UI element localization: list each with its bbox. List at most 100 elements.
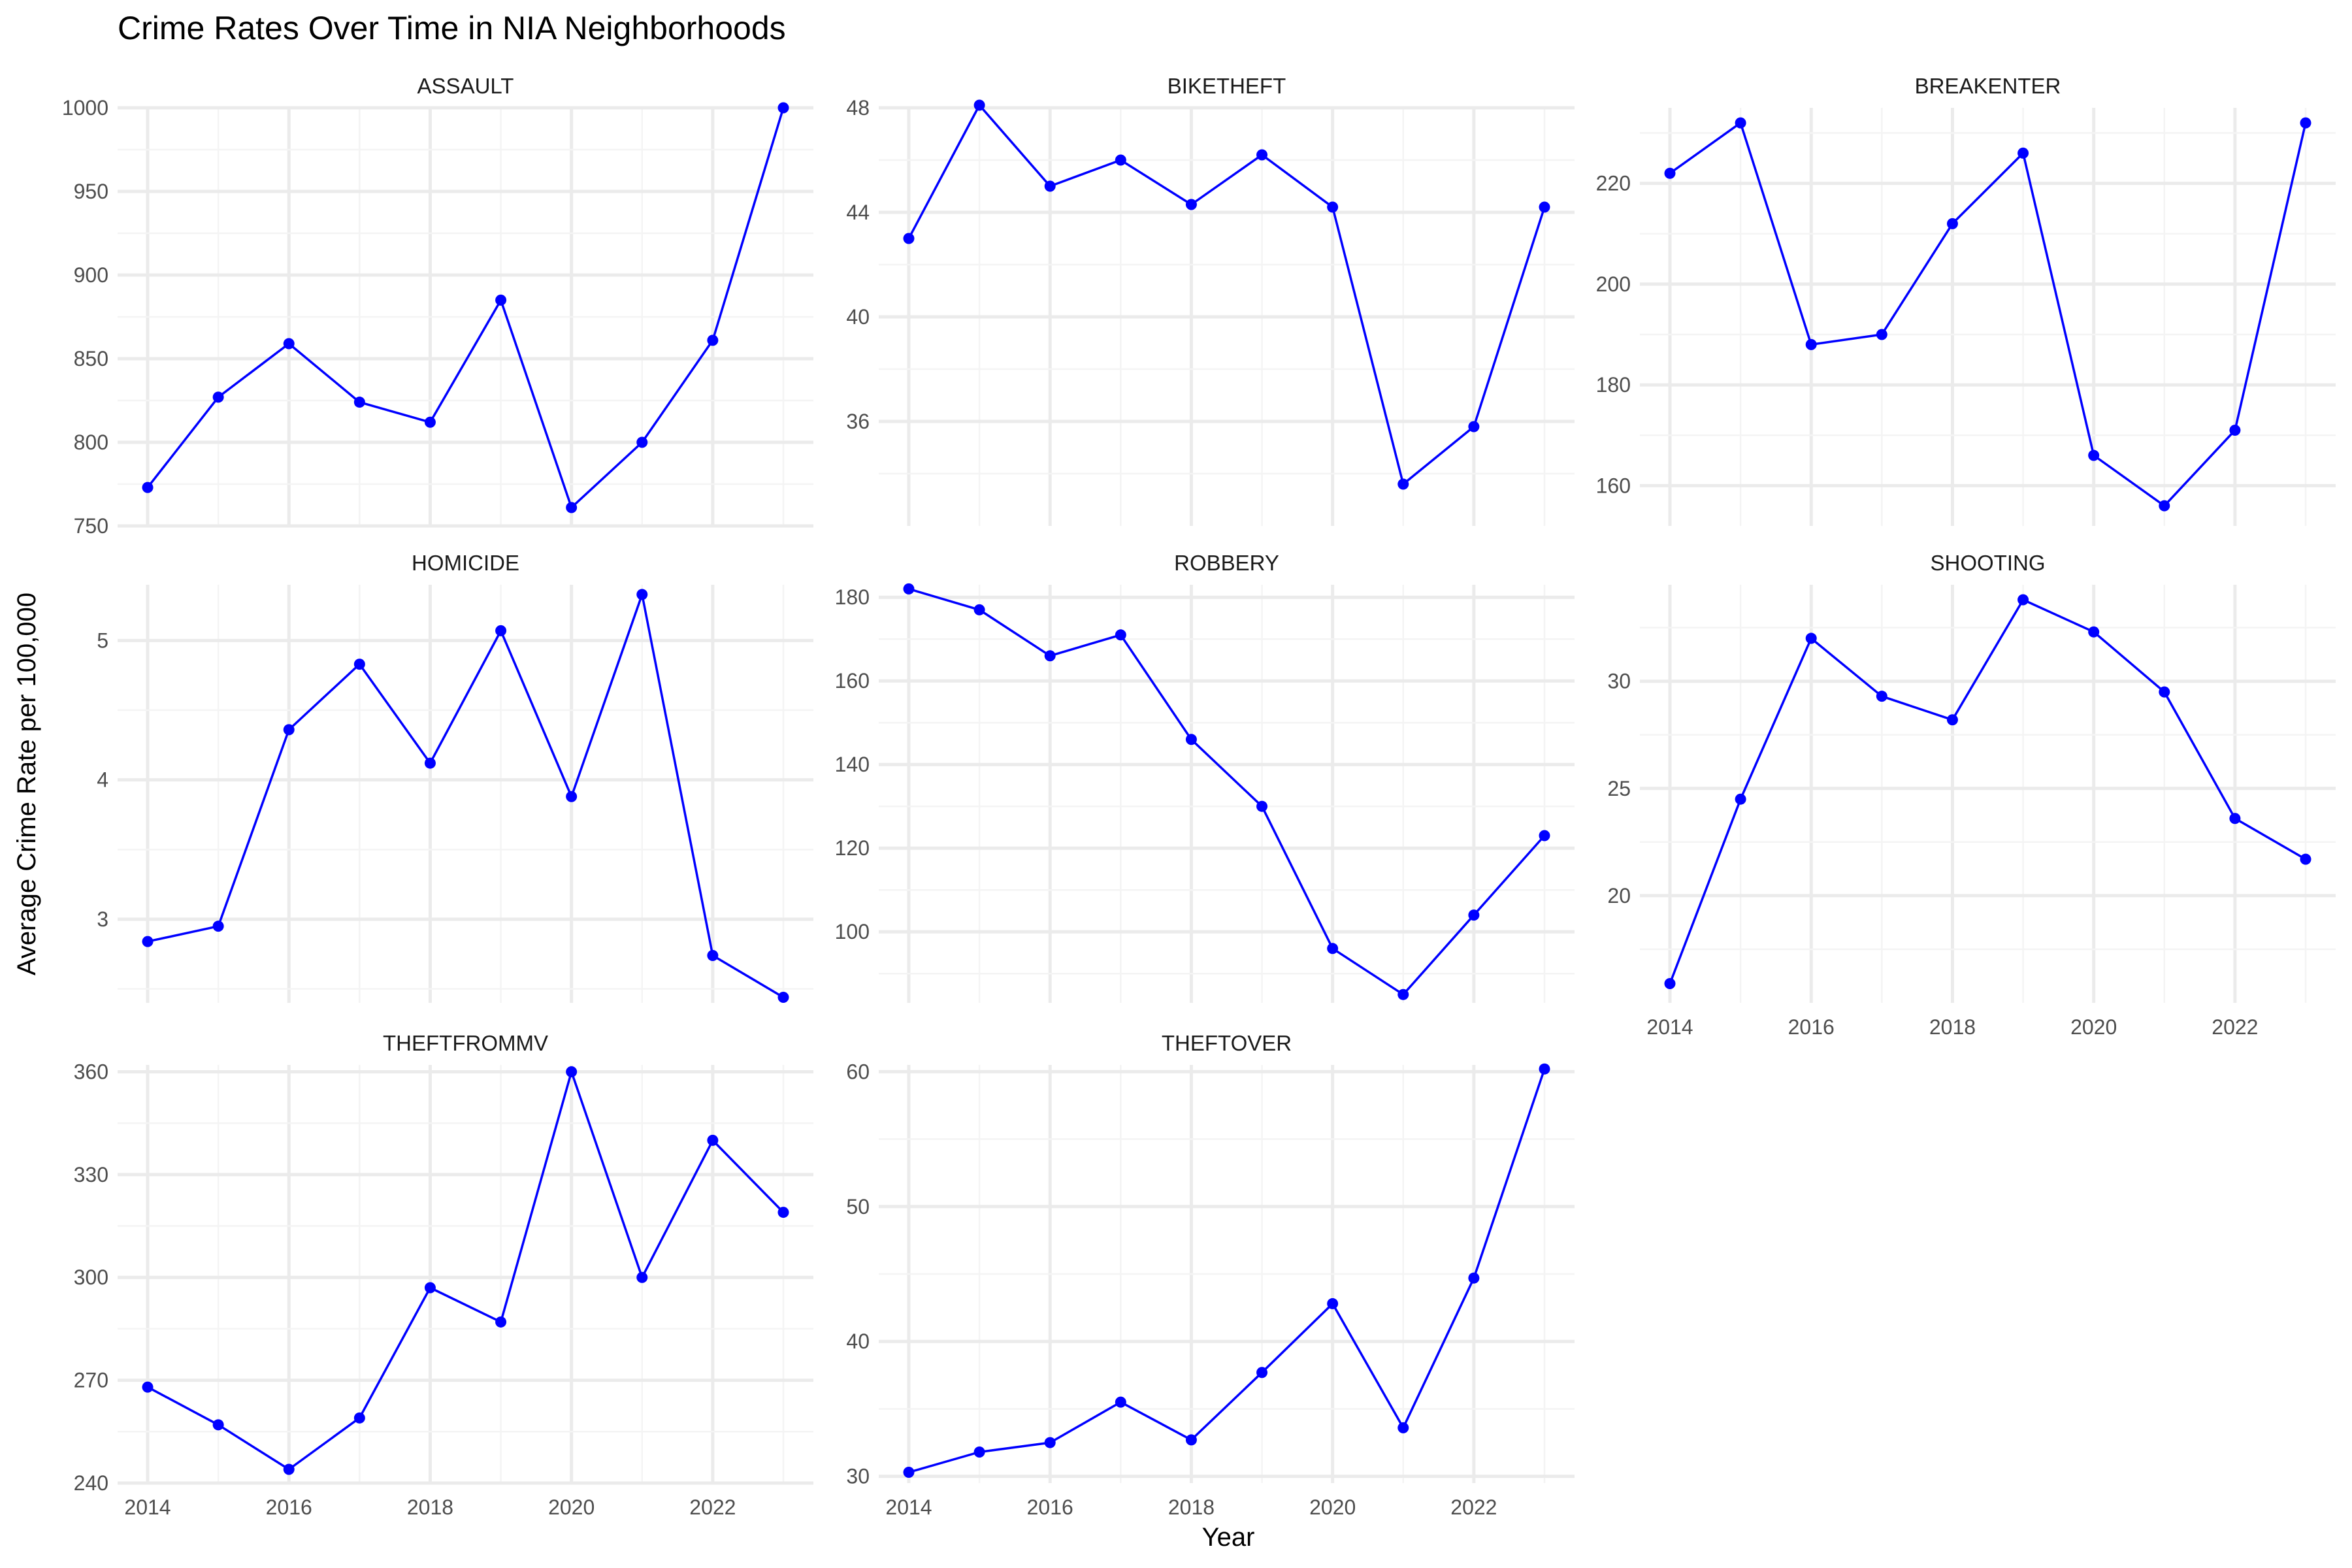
y-tick-label: 750 (74, 514, 108, 538)
data-point-2019 (1256, 149, 1268, 161)
series-line (1669, 122, 2307, 507)
data-point-2023 (1539, 830, 1550, 841)
data-point-2023 (1539, 1063, 1550, 1075)
y-tick-label: 120 (835, 836, 870, 860)
data-point-2022 (707, 335, 719, 346)
y-tick-label: 180 (835, 585, 870, 609)
data-point-2016 (1044, 1437, 1056, 1448)
data-point-2020 (1327, 201, 1339, 213)
facet-strip-label: ROBBERY (1174, 551, 1279, 575)
series-line (147, 1070, 785, 1471)
data-point-2015 (973, 1446, 985, 1458)
data-point-2023 (1539, 201, 1550, 213)
data-point-2020 (1327, 1298, 1339, 1309)
data-point-2018 (1946, 218, 1958, 229)
x-tick-label: 2016 (1788, 1015, 1835, 1039)
x-tick-label: 2020 (2070, 1015, 2117, 1039)
y-tick-label: 50 (846, 1195, 870, 1218)
data-point-2015 (973, 604, 985, 615)
facet-robbery: ROBBERY 100 120 140 160 180 (835, 551, 1575, 1003)
y-tick-label: 36 (846, 410, 870, 433)
data-point-2021 (2159, 686, 2170, 698)
series-line (908, 587, 1546, 996)
facet-strip-label: THEFTOVER (1162, 1031, 1292, 1055)
y-tick-label: 140 (835, 753, 870, 776)
data-point-2023 (777, 1207, 789, 1218)
data-point-2017 (353, 659, 365, 670)
facet-strip-label: HOMICIDE (412, 551, 519, 575)
data-point-2015 (212, 921, 224, 932)
facet-shooting: SHOOTING 20 25 30 2014 2016 2018 2020 2022 (1607, 551, 2336, 1039)
x-tick-label: 2014 (124, 1495, 171, 1519)
data-point-2015 (212, 1419, 224, 1431)
facet-breakenter: BREAKENTER 160 180 200 220 (1596, 74, 2336, 526)
data-point-2022 (2229, 813, 2241, 825)
y-tick-label: 100 (835, 920, 870, 943)
data-point-2023 (2300, 853, 2311, 865)
data-point-2014 (142, 936, 154, 947)
y-tick-label: 240 (74, 1471, 108, 1495)
data-point-2016 (1805, 632, 1817, 644)
y-axis-title: Average Crime Rate per 100,000 (12, 593, 41, 975)
data-point-2021 (1397, 478, 1409, 490)
x-tick-label: 2022 (689, 1495, 736, 1519)
x-tick-label: 2018 (407, 1495, 453, 1519)
data-point-2018 (1185, 734, 1197, 745)
data-point-2020 (566, 1066, 578, 1077)
y-tick-label: 60 (846, 1060, 870, 1083)
series-line (147, 593, 784, 999)
data-point-2021 (2159, 500, 2170, 512)
data-point-2017 (1876, 329, 1887, 340)
data-point-2014 (903, 1466, 915, 1478)
data-point-2016 (1044, 180, 1056, 192)
y-tick-label: 30 (1607, 670, 1631, 693)
data-point-2014 (1664, 977, 1676, 989)
data-point-2022 (1468, 1272, 1480, 1284)
data-point-2014 (903, 233, 915, 244)
y-tick-label: 160 (835, 669, 870, 693)
data-point-2016 (283, 338, 295, 350)
x-tick-label: 2018 (1929, 1015, 1976, 1039)
x-tick-label: 2020 (1309, 1495, 1356, 1519)
data-point-2019 (495, 625, 507, 636)
x-axis-title: Year (1202, 1523, 1255, 1552)
x-tick-label: 2016 (266, 1495, 312, 1519)
data-point-2015 (973, 99, 985, 111)
facet-biketheft: BIKETHEFT 36 40 44 48 (846, 74, 1575, 526)
data-point-2014 (142, 1381, 154, 1393)
data-point-2017 (1876, 691, 1887, 702)
y-tick-label: 30 (846, 1465, 870, 1488)
y-tick-label: 330 (74, 1163, 108, 1186)
x-tick-label: 2016 (1027, 1495, 1073, 1519)
data-point-2022 (707, 949, 719, 961)
y-tick-label: 200 (1596, 272, 1631, 296)
facet-theftover: THEFTOVER 30 40 50 60 2014 2016 2018 2020 2022 (846, 1031, 1575, 1519)
data-point-2016 (283, 1463, 295, 1475)
data-point-2020 (566, 502, 578, 514)
data-point-2019 (2017, 594, 2029, 606)
x-tick-label: 2018 (1168, 1495, 1215, 1519)
data-point-2019 (1256, 800, 1268, 812)
data-point-2018 (1185, 199, 1197, 210)
y-tick-label: 300 (74, 1266, 108, 1289)
data-point-2022 (707, 1134, 719, 1146)
y-tick-label: 44 (846, 201, 870, 224)
facet-panels: ASSAULT 750 800 850 900 950 1000 BIKETHEFT 36 40 4… (62, 74, 2336, 1519)
data-point-2020 (2088, 449, 2100, 461)
y-tick-label: 40 (846, 1330, 870, 1353)
data-point-2015 (1735, 793, 1746, 805)
data-point-2021 (636, 589, 648, 600)
data-point-2020 (1327, 943, 1339, 955)
series-line (907, 104, 1546, 485)
data-point-2022 (1468, 909, 1480, 921)
data-point-2018 (424, 757, 436, 769)
data-point-2019 (1256, 1367, 1268, 1379)
data-point-2016 (283, 724, 295, 736)
facet-theftfrommv: THEFTFROMMV 240 270 300 330 360 2014 2016 2018 20… (74, 1031, 813, 1519)
data-point-2017 (1115, 1396, 1126, 1408)
data-point-2019 (495, 1316, 507, 1328)
data-point-2017 (353, 1412, 365, 1424)
x-tick-label: 2014 (1646, 1015, 1693, 1039)
data-point-2020 (2088, 626, 2100, 638)
data-point-2018 (424, 416, 436, 428)
